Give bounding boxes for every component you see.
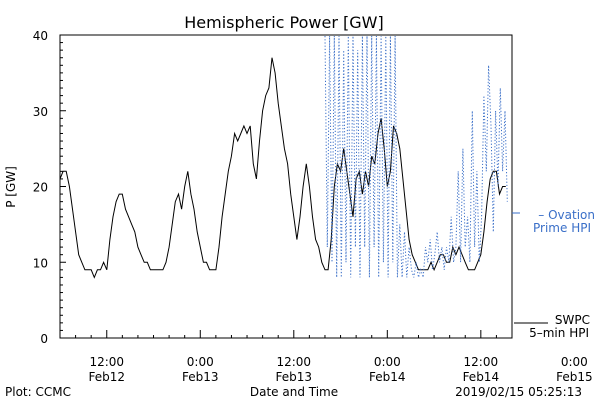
x-tick-label-time: 12:00 <box>89 355 124 369</box>
x-tick-label-date: Feb15 <box>556 370 593 384</box>
series-line-swpc-5min-hpi <box>59 57 506 279</box>
legend-swpc-line2: 5–min HPI <box>529 326 589 340</box>
footer-timestamp: 2019/02/15 05:25:13 <box>455 385 582 399</box>
y-tick-label: 30 <box>33 105 48 119</box>
x-tick-label-date: Feb13 <box>276 370 313 384</box>
y-tick-label: 40 <box>33 29 48 43</box>
chart-title: Hemispheric Power [GW] <box>184 13 383 32</box>
x-axis-ticks: 12:00Feb120:00Feb1312:00Feb130:00Feb1412… <box>59 330 593 384</box>
x-tick-label-date: Feb12 <box>89 370 126 384</box>
plot-frame <box>59 34 513 339</box>
series-line-ovation-prime-hpi <box>324 35 508 278</box>
y-axis-label: P [GW] <box>4 166 18 208</box>
y-tick-label: 0 <box>40 332 48 346</box>
x-tick-label-date: Feb13 <box>182 370 219 384</box>
x-tick-label-date: Feb14 <box>369 370 406 384</box>
legend-ovation-line1: – Ovation <box>538 208 595 222</box>
x-tick-label-time: 12:00 <box>464 355 499 369</box>
legend-ovation-line2: Prime HPI <box>533 221 591 235</box>
y-axis-ticks: 0 10 20 30 40 <box>33 29 66 346</box>
y-tick-label: 10 <box>33 256 48 270</box>
legend-swpc-line1: SWPC <box>555 313 590 327</box>
x-tick-label-date: Feb14 <box>463 370 500 384</box>
footer-plot-credit: Plot: CCMC <box>5 385 71 399</box>
y-tick-label: 20 <box>33 181 48 195</box>
x-tick-label-time: 0:00 <box>561 355 588 369</box>
x-tick-label-time: 0:00 <box>374 355 401 369</box>
x-tick-label-time: 0:00 <box>187 355 214 369</box>
x-tick-label-time: 12:00 <box>276 355 311 369</box>
x-axis-label: Date and Time <box>250 385 338 399</box>
